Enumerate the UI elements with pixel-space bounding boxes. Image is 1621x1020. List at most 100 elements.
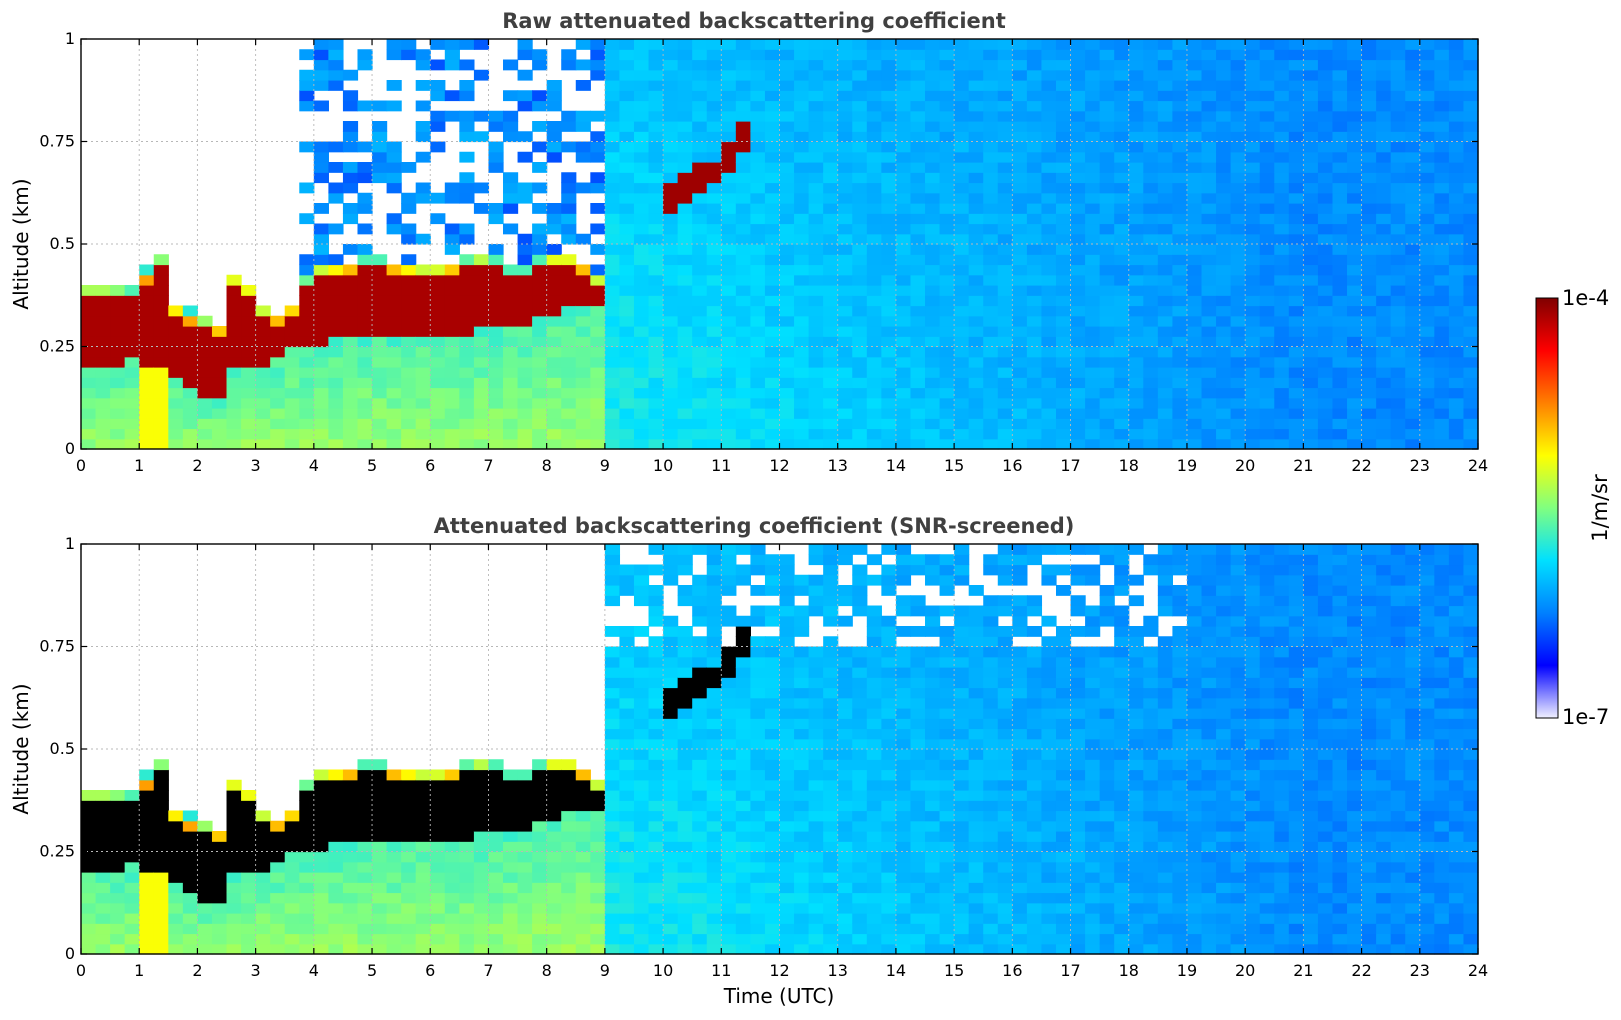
heatmap-cell (444, 305, 460, 317)
heatmap-cell (1085, 244, 1101, 255)
heatmap-cell (823, 151, 839, 163)
heatmap-cell (532, 162, 548, 173)
heatmap-cell (823, 790, 839, 801)
heatmap-cell (735, 708, 751, 719)
heatmap-cell (1274, 387, 1290, 399)
heatmap-cell (153, 428, 169, 440)
heatmap-cell (648, 861, 664, 873)
heatmap-area (81, 544, 1479, 955)
heatmap-cell (401, 377, 417, 389)
heatmap-cell (706, 49, 722, 61)
heatmap-cell (663, 121, 679, 132)
heatmap-cell (910, 626, 926, 637)
heatmap-cell (794, 49, 810, 61)
heatmap-cell (968, 687, 984, 699)
heatmap-cell (444, 882, 460, 894)
heatmap-cell (211, 326, 228, 337)
heatmap-cell (764, 295, 781, 307)
heatmap-cell (1448, 172, 1465, 184)
heatmap-cell (357, 397, 373, 409)
heatmap-cell (532, 336, 548, 348)
heatmap-cell (401, 346, 417, 358)
heatmap-cell (1070, 244, 1086, 255)
heatmap-cell (721, 585, 737, 596)
heatmap-cell (706, 872, 722, 883)
heatmap-cell (954, 923, 970, 935)
heatmap-cell (503, 264, 519, 276)
heatmap-cell (241, 882, 257, 894)
heatmap-cell (677, 687, 693, 699)
heatmap-cell (1085, 397, 1101, 409)
heatmap-cell (1434, 192, 1450, 204)
heatmap-cell (619, 408, 635, 419)
heatmap-cell (997, 80, 1013, 91)
heatmap-cell (1172, 182, 1188, 194)
heatmap-cell (139, 367, 155, 378)
heatmap-cell (430, 90, 446, 102)
heatmap-cell (270, 418, 286, 430)
heatmap-cell (677, 564, 693, 576)
heatmap-cell (895, 428, 912, 440)
heatmap-cell (211, 902, 228, 914)
heatmap-cell (692, 841, 708, 853)
heatmap-cell (284, 438, 300, 450)
heatmap-cell (357, 820, 373, 832)
heatmap-cell (226, 274, 242, 286)
heatmap-cell (1463, 397, 1479, 409)
heatmap-cell (590, 305, 606, 317)
heatmap-cell (721, 346, 737, 358)
heatmap-cell (168, 367, 184, 378)
heatmap-cell (692, 151, 708, 163)
heatmap-cell (823, 820, 839, 832)
heatmap-cell (735, 254, 751, 266)
heatmap-cell (808, 90, 824, 102)
heatmap-cell (1448, 49, 1465, 61)
heatmap-cell (750, 233, 766, 245)
heatmap-cell (779, 305, 795, 317)
heatmap-cell (1216, 254, 1232, 266)
heatmap-cell (648, 151, 664, 163)
heatmap-cell (823, 192, 839, 204)
heatmap-cell (677, 554, 693, 566)
heatmap-cell (895, 564, 912, 576)
heatmap-cell (1070, 192, 1086, 204)
heatmap-cell (1317, 326, 1334, 337)
heatmap-cell (1085, 39, 1101, 50)
heatmap-cell (168, 387, 184, 399)
heatmap-cell (604, 820, 621, 832)
heatmap-cell (604, 162, 621, 173)
heatmap-cell (895, 264, 912, 276)
heatmap-cell (1303, 397, 1319, 409)
heatmap-cell (415, 861, 431, 873)
heatmap-cell (1332, 387, 1348, 399)
heatmap-cell (1230, 254, 1246, 266)
heatmap-cell (1419, 233, 1435, 245)
heatmap-cell (1274, 121, 1290, 132)
heatmap-cell (270, 397, 286, 409)
heatmap-cell (808, 687, 824, 699)
heatmap-cell (735, 295, 751, 307)
heatmap-cell (794, 605, 810, 617)
heatmap-cell (808, 943, 824, 955)
heatmap-cell (1041, 387, 1057, 399)
heatmap-cell (1143, 244, 1159, 255)
heatmap-cell (415, 131, 431, 143)
heatmap-cell (925, 626, 941, 637)
heatmap-cell (328, 779, 344, 791)
heatmap-cell (503, 841, 519, 853)
heatmap-cell (968, 708, 984, 719)
heatmap-cell (895, 810, 912, 822)
heatmap-cell (939, 779, 955, 791)
heatmap-cell (372, 264, 388, 276)
heatmap-cell (401, 428, 417, 440)
heatmap-cell (968, 943, 984, 955)
heatmap-cell (866, 254, 882, 266)
heatmap-cell (1041, 121, 1057, 132)
heatmap-cell (561, 779, 577, 791)
heatmap-cell (575, 892, 591, 904)
heatmap-cell (895, 656, 912, 668)
heatmap-cell (968, 162, 984, 173)
heatmap-cell (415, 387, 431, 399)
heatmap-cell (721, 69, 737, 81)
heatmap-cell (1332, 274, 1348, 286)
